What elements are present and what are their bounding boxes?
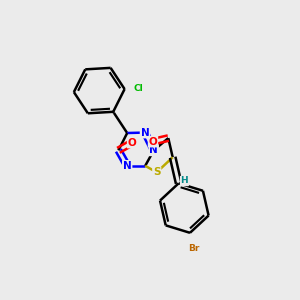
Text: O: O [148,136,158,147]
Text: Cl: Cl [134,84,143,93]
Text: O: O [128,138,136,148]
Text: Br: Br [188,244,199,253]
Text: N: N [123,161,132,171]
Text: N: N [141,128,149,138]
Text: H: H [181,176,188,185]
Text: S: S [153,167,160,177]
Text: N: N [149,145,158,155]
